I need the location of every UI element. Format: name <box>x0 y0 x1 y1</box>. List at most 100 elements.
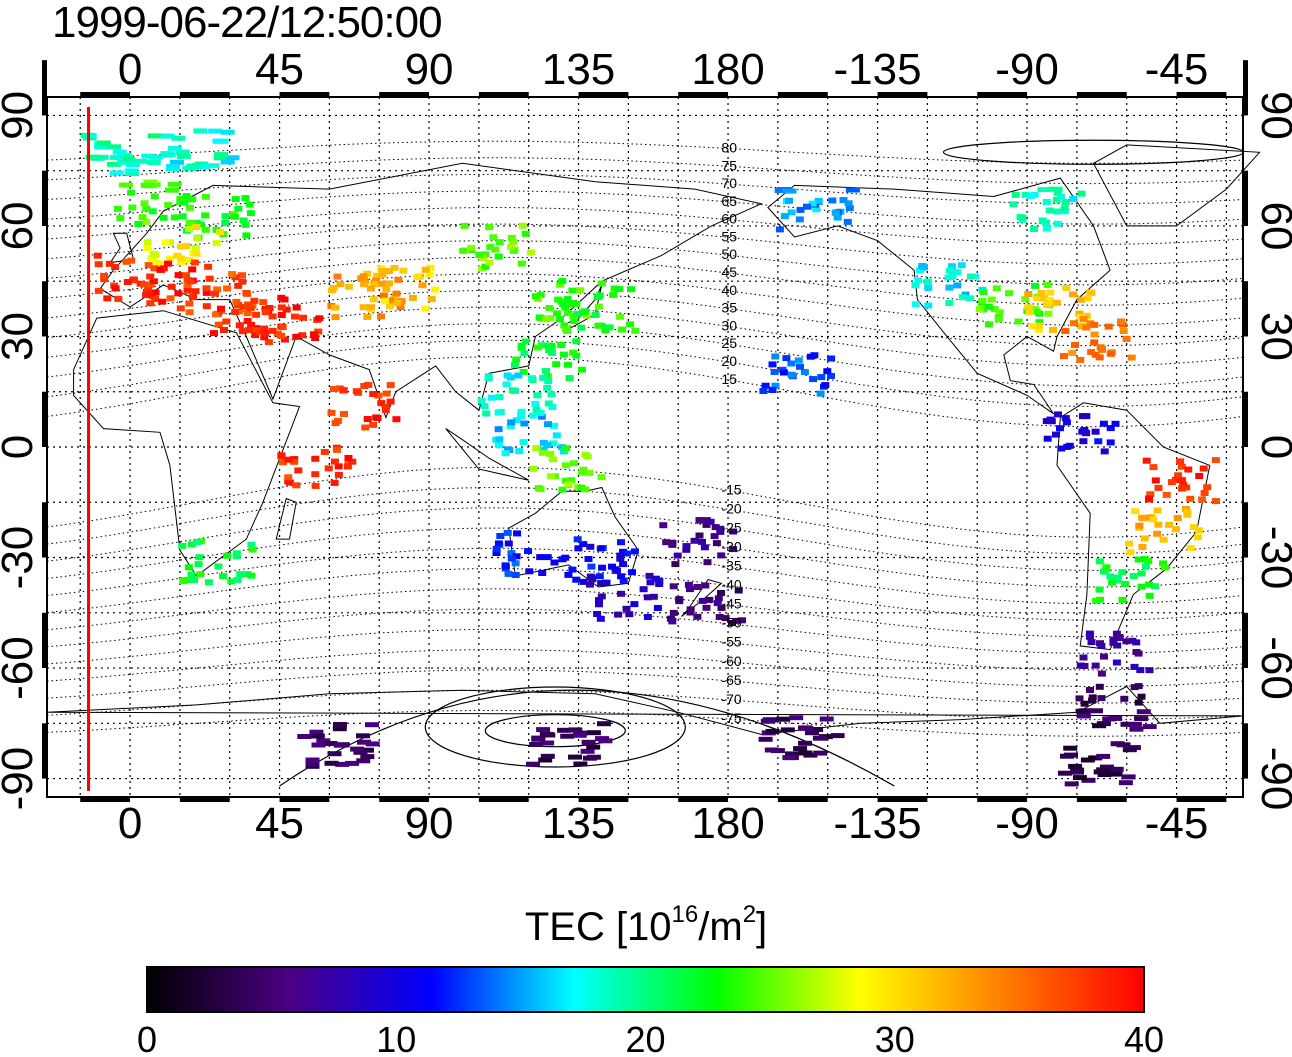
tec-point <box>243 318 252 324</box>
tec-point <box>915 267 924 274</box>
tec-point <box>1134 650 1143 657</box>
tec-point <box>669 583 678 590</box>
tec-point <box>1080 757 1095 763</box>
tec-point <box>165 255 174 262</box>
contour-line <box>46 223 1244 266</box>
tec-point <box>799 725 814 731</box>
tec-point <box>191 244 200 251</box>
tec-point <box>280 296 289 303</box>
tec-point <box>800 369 809 376</box>
tec-point <box>1211 457 1220 464</box>
colorbar-title-unit: /m <box>698 905 743 949</box>
tec-point <box>622 550 631 557</box>
tec-point <box>146 300 155 307</box>
tec-point <box>475 251 484 258</box>
tec-point <box>365 741 380 747</box>
tec-point <box>583 453 592 460</box>
frame-checker-left <box>42 391 47 447</box>
tec-point <box>350 746 365 752</box>
tec-point <box>1102 716 1117 722</box>
tec-point <box>1100 568 1108 575</box>
contour-label: -70 <box>721 691 741 707</box>
tec-point <box>609 291 618 298</box>
tec-point <box>821 382 830 389</box>
tec-point <box>1009 201 1018 208</box>
y-tick-label-right: 30 <box>1252 312 1292 361</box>
x-tick-label-top: 180 <box>691 45 764 94</box>
contour-label: 30 <box>721 317 737 333</box>
tec-point <box>239 303 248 310</box>
tec-point <box>378 268 387 275</box>
tec-point <box>557 342 566 348</box>
tec-point <box>185 309 194 316</box>
contour-line <box>46 140 1244 164</box>
tec-point <box>780 213 789 220</box>
tec-point <box>1062 284 1071 291</box>
tec-point <box>1160 564 1169 571</box>
tec-point <box>487 394 496 401</box>
tec-point <box>377 280 386 287</box>
tec-point <box>552 432 561 439</box>
tec-point <box>572 732 587 738</box>
tec-point <box>201 212 210 219</box>
tec-point <box>268 313 277 320</box>
tec-point <box>182 577 191 583</box>
tec-point <box>127 189 136 196</box>
colorbar-title-text: TEC [10 <box>524 905 672 949</box>
tec-point <box>146 160 161 165</box>
tec-point <box>284 456 293 463</box>
tec-point <box>984 321 993 328</box>
tec-point <box>586 581 594 588</box>
tec-point <box>187 541 196 548</box>
tec-point <box>241 195 250 202</box>
tec-point <box>100 276 109 283</box>
tec-point <box>1153 530 1162 537</box>
tec-point <box>248 546 257 553</box>
tec-point <box>1137 570 1146 577</box>
tec-point <box>107 144 121 150</box>
tec-point <box>192 539 201 546</box>
tec-point <box>380 297 389 304</box>
tec-point <box>1045 297 1054 304</box>
tec-point <box>489 234 498 241</box>
tec-point <box>491 246 499 253</box>
tec-point <box>382 286 391 293</box>
tec-point <box>142 218 151 225</box>
tec-point <box>565 375 574 382</box>
tec-point <box>562 326 570 333</box>
tec-point <box>945 267 954 274</box>
tec-point <box>285 479 294 486</box>
tec-point <box>242 289 251 296</box>
tec-point <box>1151 583 1159 590</box>
tec-point <box>268 327 277 334</box>
tec-point <box>413 274 422 281</box>
tec-point <box>515 448 524 455</box>
tec-point <box>228 271 237 278</box>
tec-point <box>314 328 323 335</box>
contour-line <box>46 669 1244 704</box>
tec-point <box>178 213 187 220</box>
tec-point <box>568 566 577 573</box>
tec-point <box>246 210 255 217</box>
contour-label: -30 <box>721 538 741 554</box>
tec-point <box>1014 318 1023 325</box>
tec-point <box>947 263 956 270</box>
tec-point <box>1043 282 1052 288</box>
frame-checker-right <box>1243 170 1248 226</box>
tec-point <box>334 471 343 478</box>
x-tick-label-bottom: -90 <box>995 799 1059 848</box>
tec-point <box>569 460 578 467</box>
x-tick-label-bottom: 180 <box>691 799 764 848</box>
tec-point <box>167 145 182 151</box>
tec-point <box>543 384 552 391</box>
tec-point <box>185 204 194 211</box>
tec-point <box>580 748 595 754</box>
tec-point <box>717 552 726 559</box>
tec-point <box>1086 687 1094 693</box>
tec-point <box>1043 435 1052 442</box>
tec-point <box>477 397 486 404</box>
tec-point <box>542 316 551 323</box>
tec-point <box>1098 345 1106 352</box>
tec-point <box>806 353 815 360</box>
tec-point <box>527 375 536 382</box>
